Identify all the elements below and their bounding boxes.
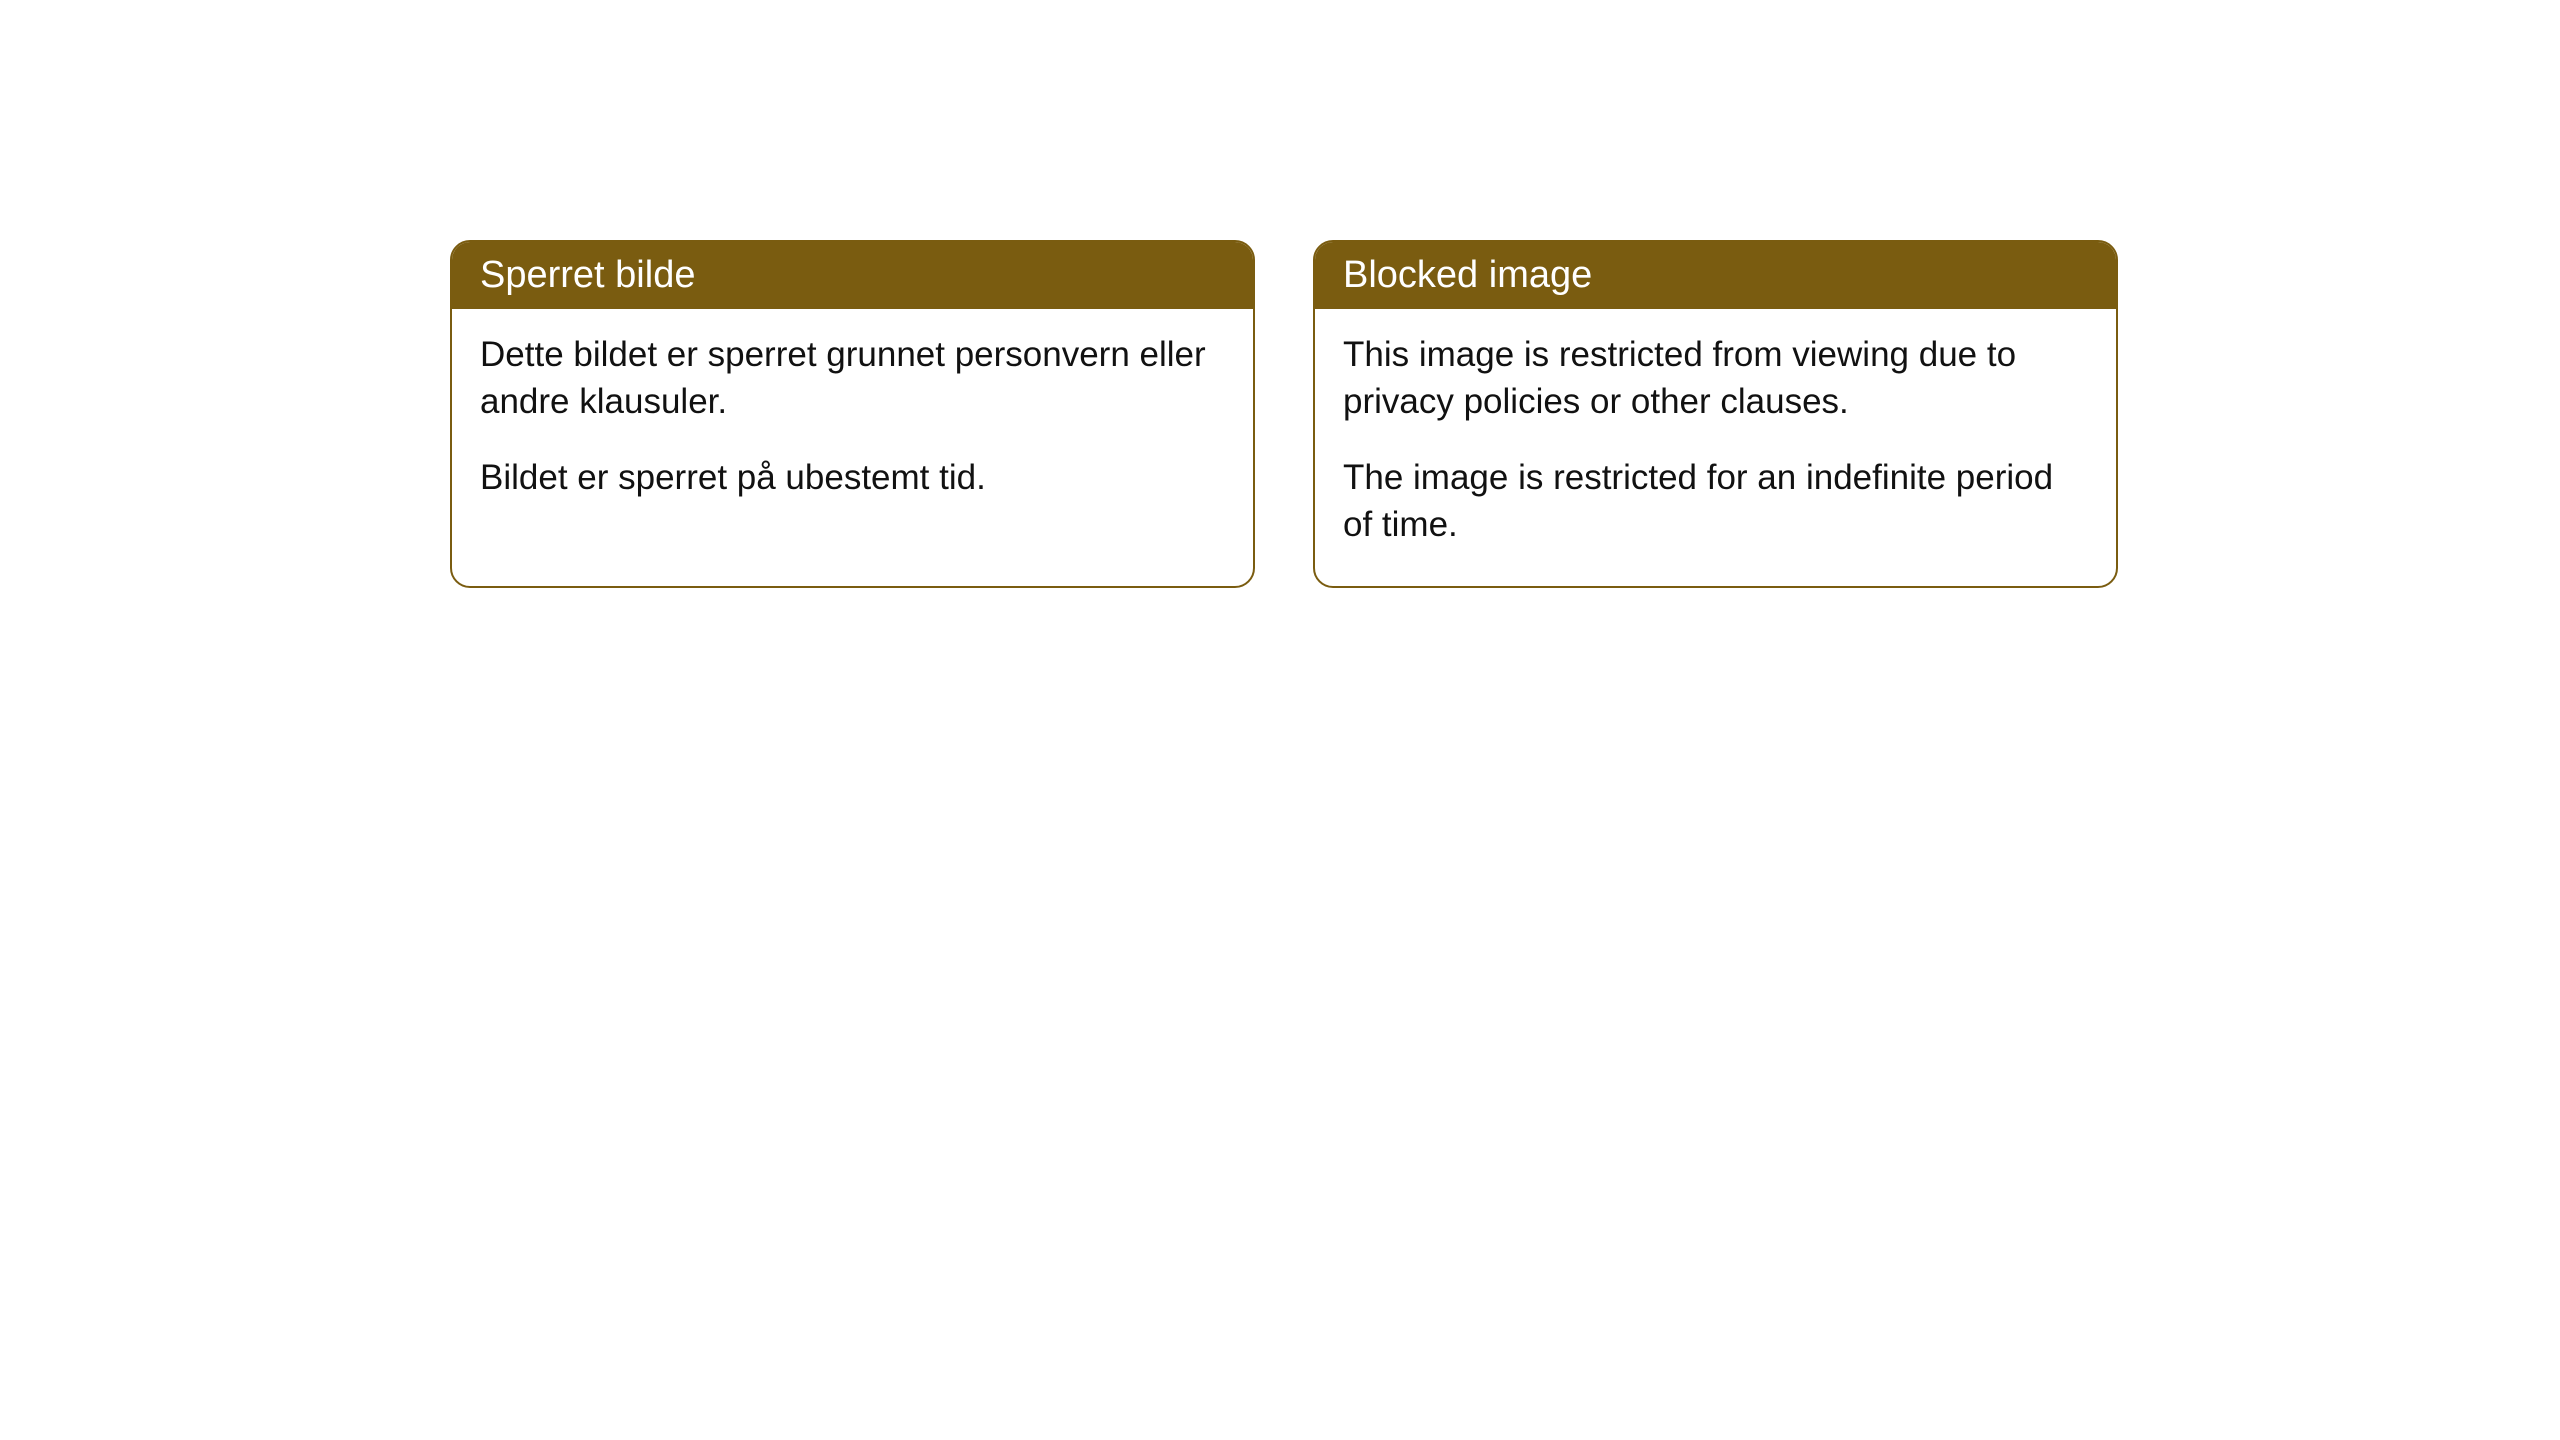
card-paragraph: This image is restricted from viewing du… — [1343, 331, 2088, 426]
card-paragraph: Dette bildet er sperret grunnet personve… — [480, 331, 1225, 426]
card-body: This image is restricted from viewing du… — [1315, 309, 2116, 586]
card-paragraph: The image is restricted for an indefinit… — [1343, 454, 2088, 549]
blocked-image-card-norwegian: Sperret bilde Dette bildet er sperret gr… — [450, 240, 1255, 588]
card-paragraph: Bildet er sperret på ubestemt tid. — [480, 454, 1225, 501]
card-header: Blocked image — [1315, 242, 2116, 309]
notice-container: Sperret bilde Dette bildet er sperret gr… — [450, 240, 2118, 588]
card-title: Blocked image — [1343, 254, 1592, 296]
card-title: Sperret bilde — [480, 254, 695, 296]
card-header: Sperret bilde — [452, 242, 1253, 309]
blocked-image-card-english: Blocked image This image is restricted f… — [1313, 240, 2118, 588]
card-body: Dette bildet er sperret grunnet personve… — [452, 309, 1253, 539]
